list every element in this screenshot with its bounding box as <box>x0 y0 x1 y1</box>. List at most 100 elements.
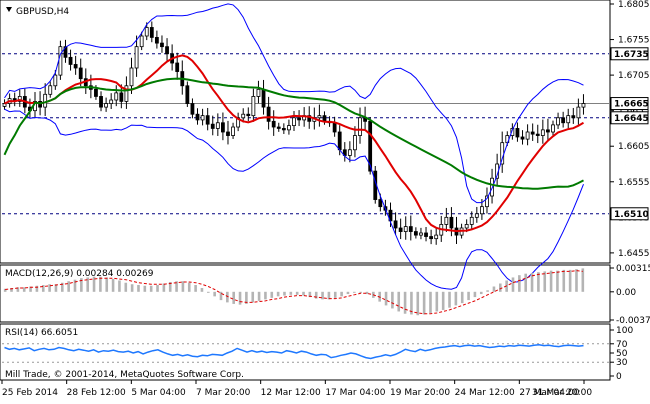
candle-body <box>226 131 230 136</box>
x-tick-label: 17 Mar 04:00 <box>325 388 385 398</box>
macd-histogram-bar <box>143 285 147 292</box>
y-tick-label: 1.6555 <box>618 178 650 188</box>
candle-body <box>190 103 195 115</box>
candle-body <box>78 67 83 80</box>
macd-histogram-bar <box>511 277 515 292</box>
macd-histogram-bar <box>575 269 578 292</box>
candle-body <box>185 85 190 104</box>
candle-body <box>444 216 449 225</box>
macd-histogram-bar <box>194 285 197 292</box>
macd-histogram-bar <box>130 284 134 292</box>
x-tick-label: 5 Mar 04:00 <box>131 388 186 398</box>
macd-histogram-bar <box>41 285 45 292</box>
macd-histogram-bar <box>137 285 140 292</box>
x-tick-label: 24 Mar 12:00 <box>455 388 515 398</box>
macd-histogram-bar <box>581 268 585 292</box>
candle-body <box>576 106 581 119</box>
candle-body <box>520 136 525 140</box>
x-tick-label: 12 Mar 12:00 <box>261 388 321 398</box>
price-label: 1.6735 <box>614 50 649 60</box>
macd-histogram-bar <box>479 291 483 295</box>
macd-tick-label: -0.00373 <box>616 316 650 326</box>
macd-histogram-bar <box>213 291 216 297</box>
macd-histogram-bar <box>295 291 299 295</box>
candle-body <box>332 122 337 133</box>
candle-body <box>276 126 281 129</box>
macd-histogram-bar <box>384 291 388 306</box>
candle-body <box>556 117 560 126</box>
candle-body <box>297 117 301 121</box>
macd-histogram-bar <box>454 291 458 306</box>
macd-histogram-bar <box>486 290 489 292</box>
rsi-tick-label: 0 <box>616 372 622 382</box>
candle-body <box>205 115 210 125</box>
macd-histogram-bar <box>226 291 229 303</box>
candle-body <box>398 227 403 232</box>
macd-histogram-bar <box>48 284 51 292</box>
macd-histogram-bar <box>187 282 191 292</box>
candle-body <box>378 199 383 208</box>
candle-body <box>546 129 550 133</box>
window-title: GBPUSD,H4 <box>16 7 69 17</box>
macd-histogram-bar <box>448 291 451 308</box>
macd-histogram-bar <box>346 291 350 295</box>
candle-body <box>68 56 73 65</box>
candle-body <box>73 64 78 69</box>
main-pane-frame <box>0 0 611 264</box>
candle-body <box>134 46 139 69</box>
candle-body <box>175 62 180 72</box>
macd-histogram-bar <box>35 285 39 292</box>
macd-histogram-bar <box>403 291 407 314</box>
macd-histogram-bar <box>283 291 286 296</box>
candle-body <box>53 74 58 87</box>
macd-histogram-bar <box>556 270 559 292</box>
macd-histogram-bar <box>416 291 420 316</box>
macd-histogram-bar <box>92 276 96 292</box>
candle-body <box>434 234 439 240</box>
candle-body <box>246 113 251 117</box>
macd-histogram-bar <box>340 291 343 297</box>
macd-histogram-bar <box>105 277 109 292</box>
candle-body <box>165 46 169 55</box>
macd-histogram-bar <box>175 281 178 292</box>
candle-body <box>94 88 98 97</box>
candle-body <box>525 131 530 140</box>
candle-body <box>347 149 352 156</box>
candle-body <box>403 226 408 232</box>
macd-histogram-bar <box>537 272 540 292</box>
candle-body <box>535 133 540 136</box>
rsi-layer <box>2 343 609 363</box>
candle-body <box>317 115 322 119</box>
candle-body <box>154 37 159 44</box>
candle-body <box>109 99 114 104</box>
candle-body <box>215 122 220 129</box>
candle-body <box>510 128 515 136</box>
macd-histogram-bar <box>429 291 432 313</box>
candle-body <box>449 216 454 229</box>
candle-body <box>261 88 266 108</box>
macd-histogram-bar <box>492 286 496 292</box>
candle-body <box>58 46 63 76</box>
candle-body <box>221 122 225 133</box>
macd-histogram-bar <box>327 291 331 300</box>
macd-histogram-bar <box>124 282 128 292</box>
candle-body <box>124 85 129 102</box>
macd-histogram-bar <box>289 291 293 295</box>
macd-histogram-bar <box>3 288 7 292</box>
macd-histogram-bar <box>302 291 305 296</box>
candle-body <box>368 120 373 172</box>
macd-histogram-bar <box>29 286 32 292</box>
rsi-tick-label: 30 <box>616 358 628 368</box>
candle-body <box>231 126 235 136</box>
moving-average-slow <box>3 77 584 190</box>
x-tick-label: 27 Mar 04:00 <box>519 388 579 398</box>
macd-histogram-bar <box>251 291 255 303</box>
candle-body <box>266 106 271 122</box>
macd-histogram-bar <box>568 269 572 292</box>
candle-body <box>48 85 53 95</box>
candle-body <box>281 128 286 131</box>
macd-histogram-bar <box>61 282 64 292</box>
